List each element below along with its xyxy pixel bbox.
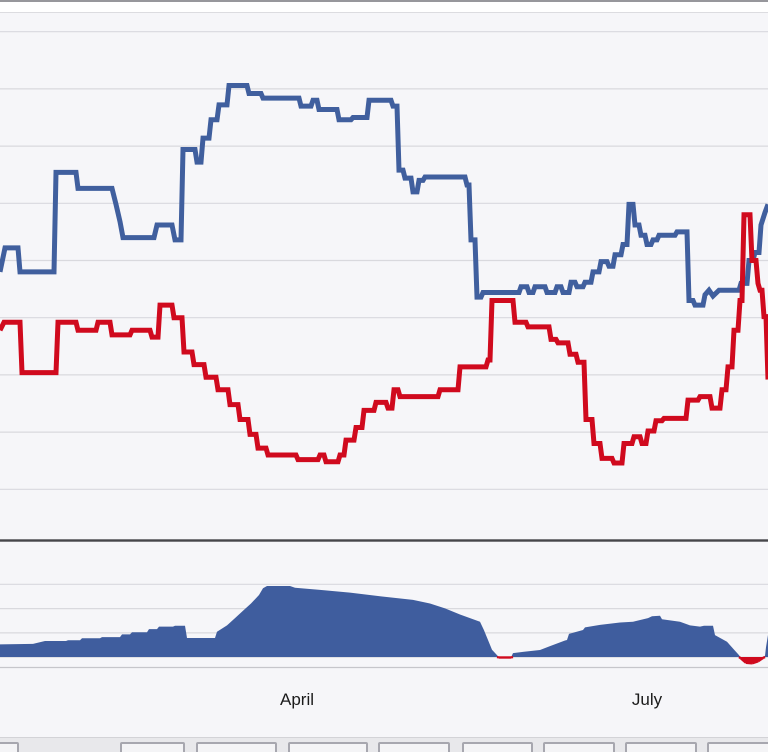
- top-white-strip: [0, 2, 768, 12]
- navigator-area[interactable]: [0, 586, 768, 665]
- footer-button[interactable]: [288, 742, 368, 752]
- x-axis-label-july: July: [631, 690, 663, 709]
- footer-button[interactable]: [0, 742, 19, 752]
- blue-series-line: [0, 83, 768, 308]
- gridlines: [0, 31, 768, 658]
- series-lines: [0, 83, 768, 466]
- footer-button[interactable]: [462, 742, 533, 752]
- footer-button[interactable]: [625, 742, 697, 752]
- red-series-line: [0, 212, 768, 466]
- axis-lines: [0, 539, 768, 669]
- footer-button[interactable]: [543, 742, 615, 752]
- x-axis-label-april: April: [279, 690, 314, 709]
- footer-button[interactable]: [707, 742, 768, 752]
- footer-button[interactable]: [120, 742, 185, 752]
- top-border: [0, 0, 768, 2]
- footer-button[interactable]: [378, 742, 450, 752]
- separator-line: [0, 539, 768, 542]
- footer-button[interactable]: [196, 742, 277, 752]
